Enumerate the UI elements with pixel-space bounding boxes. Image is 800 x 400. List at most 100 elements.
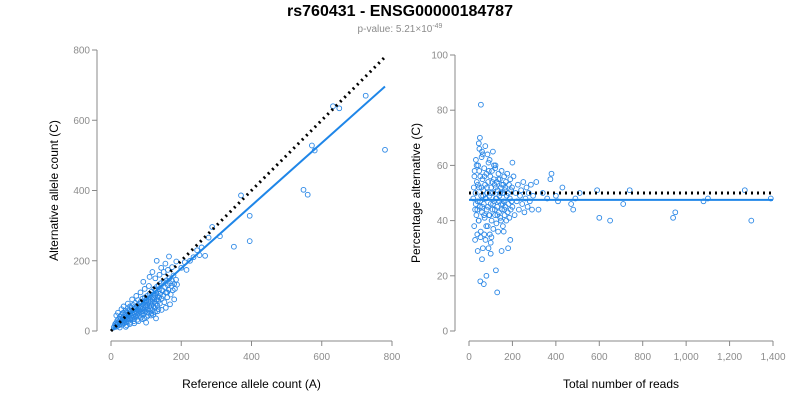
- data-point: [148, 310, 155, 317]
- data-point: [572, 195, 579, 202]
- x-tick-label: 400: [243, 352, 260, 363]
- data-point: [535, 206, 542, 213]
- y-tick-label: 200: [73, 256, 90, 267]
- y-tick-label: 600: [73, 116, 90, 127]
- data-point: [490, 148, 496, 155]
- data-point: [477, 134, 483, 141]
- data-point: [478, 101, 484, 108]
- data-point: [473, 179, 480, 185]
- data-point: [165, 286, 172, 293]
- data-point: [473, 162, 480, 169]
- data-point: [500, 223, 506, 229]
- data-point: [490, 190, 496, 196]
- data-point: [475, 217, 482, 224]
- data-point: [497, 190, 503, 196]
- data-point: [477, 234, 484, 241]
- x-axis-label: Total number of reads: [563, 377, 679, 391]
- data-point: [741, 187, 748, 194]
- y-tick-label: 20: [437, 271, 449, 282]
- data-point: [516, 206, 522, 213]
- fit-line: [110, 85, 386, 332]
- data-point: [499, 201, 506, 207]
- data-point: [122, 323, 129, 330]
- data-point: [501, 173, 508, 180]
- data-point: [115, 309, 121, 316]
- data-point: [238, 192, 244, 199]
- data-point: [596, 214, 603, 221]
- data-point: [300, 186, 307, 193]
- chart-title: rs760431 - ENSG00000184787: [287, 3, 513, 20]
- data-point: [489, 206, 496, 213]
- data-point: [507, 176, 514, 183]
- data-point: [470, 195, 477, 202]
- x-tick-label: 600: [313, 352, 330, 363]
- data-point: [504, 170, 511, 177]
- data-point: [161, 299, 168, 306]
- data-point: [544, 195, 551, 202]
- data-point: [158, 295, 165, 302]
- data-point: [123, 322, 130, 329]
- data-point: [483, 272, 490, 279]
- data-point: [705, 195, 711, 202]
- data-point: [481, 173, 488, 180]
- data-point: [507, 206, 514, 213]
- x-tick-label: 0: [466, 352, 472, 363]
- data-point: [492, 212, 498, 218]
- data-point: [626, 187, 633, 194]
- data-point: [620, 201, 627, 207]
- data-point: [486, 212, 493, 218]
- data-point: [485, 179, 491, 185]
- data-point: [477, 228, 484, 235]
- data-point: [509, 159, 516, 166]
- y-tick-label: 800: [73, 46, 90, 57]
- data-point: [140, 278, 147, 285]
- data-point: [491, 162, 497, 169]
- data-point: [506, 181, 512, 188]
- data-point: [500, 228, 507, 235]
- data-point: [304, 191, 311, 198]
- data-point: [483, 206, 490, 213]
- data-point: [498, 217, 504, 224]
- data-point: [486, 231, 493, 238]
- x-tick-label: 1,400: [760, 352, 785, 363]
- data-point: [152, 293, 159, 299]
- reference-line: [109, 55, 387, 333]
- data-point: [173, 258, 180, 265]
- data-point: [155, 306, 162, 313]
- data-point: [502, 203, 509, 210]
- x-tick-label: 200: [504, 352, 521, 363]
- data-point: [570, 206, 577, 213]
- data-point: [487, 239, 494, 246]
- data-point: [517, 192, 523, 199]
- data-point: [748, 217, 755, 224]
- data-point: [501, 212, 508, 218]
- data-point: [146, 283, 152, 289]
- data-point: [493, 220, 500, 227]
- data-point: [478, 184, 485, 191]
- data-point: [607, 217, 613, 224]
- data-point: [484, 184, 490, 191]
- data-point: [481, 231, 488, 238]
- data-point: [559, 184, 566, 191]
- data-point: [480, 281, 487, 287]
- x-tick-label: 800: [384, 352, 401, 363]
- y-tick-label: 100: [431, 51, 448, 62]
- x-tick-label: 400: [548, 352, 565, 363]
- data-point: [167, 301, 173, 308]
- data-point: [166, 253, 172, 260]
- data-point: [670, 214, 676, 221]
- data-point: [509, 184, 515, 191]
- data-point: [164, 289, 171, 296]
- data-point: [523, 184, 530, 191]
- data-point: [246, 212, 253, 219]
- data-point: [504, 209, 511, 216]
- y-axis-label: Percentage alternative (C): [409, 123, 423, 263]
- data-point: [479, 203, 486, 210]
- data-point: [143, 319, 149, 326]
- data-point: [162, 260, 169, 267]
- data-point: [522, 195, 529, 202]
- data-point: [362, 92, 369, 99]
- data-point: [484, 151, 491, 158]
